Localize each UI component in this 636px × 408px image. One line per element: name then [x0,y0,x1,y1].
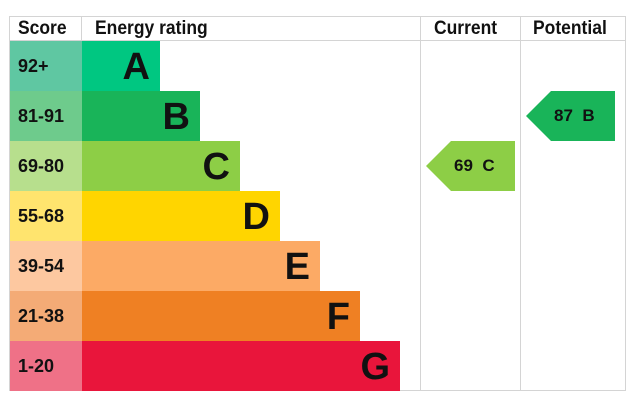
current-rating-label: 69 C [454,156,495,175]
current-rating-arrow [426,141,515,191]
header-energy-rating: Energy rating [95,18,208,39]
band-bar-g: G [82,341,400,391]
divider [520,16,521,391]
band-bar-e: E [82,241,320,291]
header-score: Score [18,18,67,39]
band-letter: F [326,296,350,338]
band-letter: A [122,46,150,88]
band-letter: D [242,196,270,238]
score-range-b: 81-91 [10,91,82,141]
band-letter: E [284,246,310,288]
header-potential: Potential [533,18,607,39]
score-range-g: 1-20 [10,341,82,391]
band-bar-b: B [82,91,200,141]
header-current: Current [434,18,498,39]
band-bar-d: D [82,191,280,241]
potential-rating-arrow [526,91,615,141]
band-letter: G [360,346,390,388]
band-bar-f: F [82,291,360,341]
potential-rating-label: 87 B [554,106,595,125]
score-range-d: 55-68 [10,191,82,241]
score-range-a: 92+ [10,41,82,91]
header-divider [9,40,626,41]
band-bar-c: C [82,141,240,191]
divider [420,16,421,391]
band-letter: C [202,146,230,188]
score-range-f: 21-38 [10,291,82,341]
score-range-e: 39-54 [10,241,82,291]
band-letter: B [162,96,190,138]
band-bar-a: A [82,41,160,91]
score-range-c: 69-80 [10,141,82,191]
